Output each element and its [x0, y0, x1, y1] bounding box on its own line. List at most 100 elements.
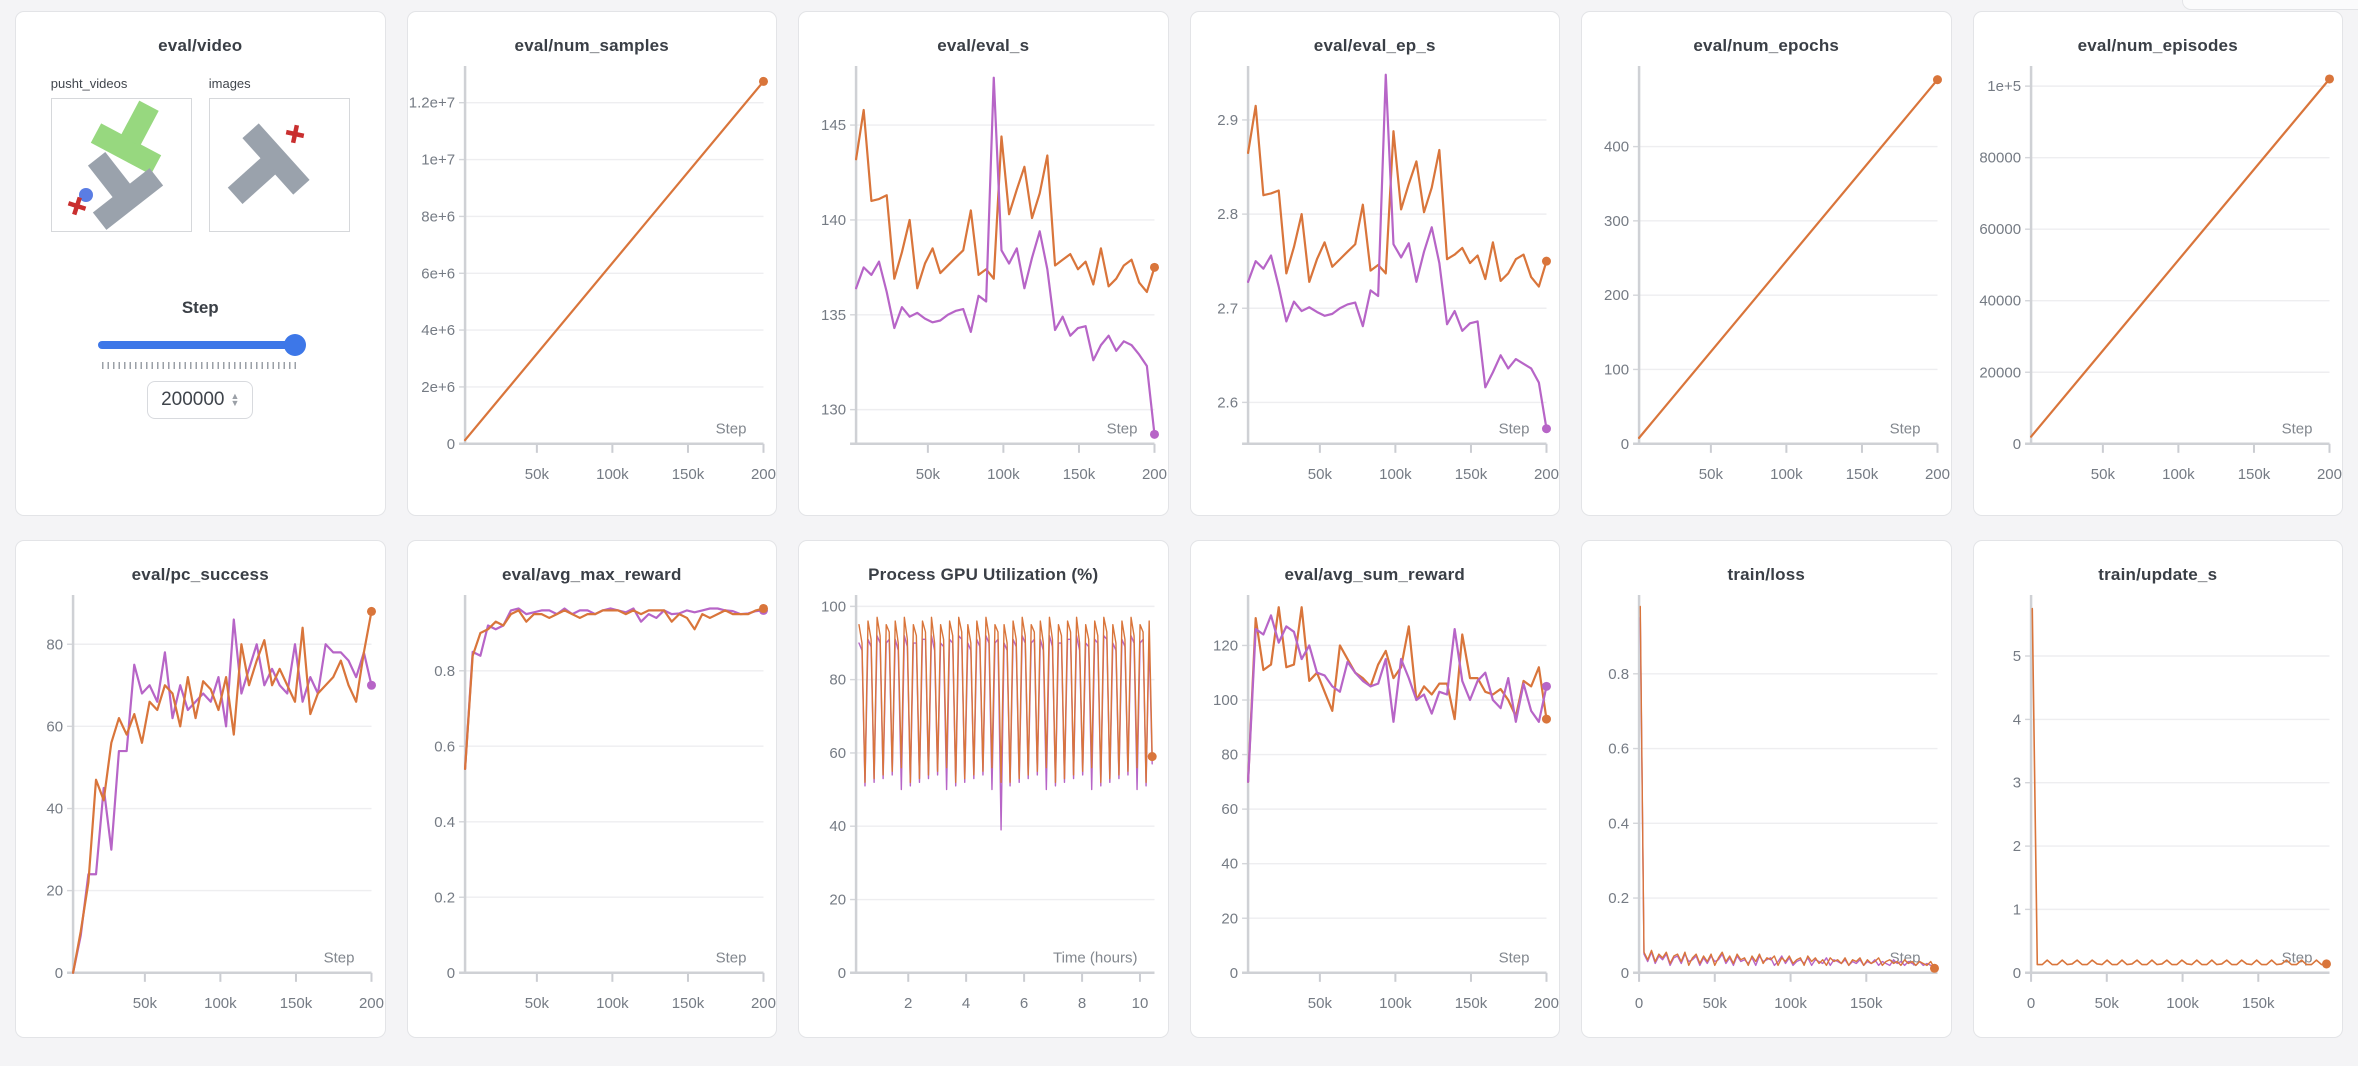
svg-text:0: 0: [1621, 436, 1629, 453]
video-thumbnail-pusht[interactable]: [50, 98, 192, 232]
svg-text:3: 3: [2012, 775, 2020, 792]
svg-text:8e+6: 8e+6: [421, 208, 455, 225]
panel-eval-pc-success: eval/pc_success 0 20 40 60 80 50k 100k 150k 200 S…: [15, 540, 386, 1038]
svg-text:0.6: 0.6: [434, 738, 455, 755]
stepper-up-icon[interactable]: ▲: [230, 391, 240, 401]
svg-text:60: 60: [46, 718, 63, 735]
svg-text:50k: 50k: [524, 995, 549, 1012]
svg-text:0: 0: [2012, 436, 2020, 453]
step-value: 200000: [161, 389, 225, 410]
svg-text:50k: 50k: [1307, 995, 1332, 1012]
svg-text:150k: 150k: [671, 995, 704, 1012]
svg-text:60: 60: [829, 745, 846, 762]
svg-text:200: 200: [750, 466, 775, 483]
svg-text:Step: Step: [324, 950, 355, 967]
stepper-down-icon[interactable]: ▼: [230, 398, 240, 408]
svg-text:150k: 150k: [1063, 466, 1096, 483]
svg-text:1e+7: 1e+7: [421, 152, 455, 169]
slider-thumb[interactable]: [284, 334, 307, 356]
partial-panel-edge: [2182, 0, 2358, 10]
svg-text:0.2: 0.2: [434, 889, 455, 906]
svg-text:Step: Step: [715, 421, 746, 438]
chart-title: Process GPU Utilization (%): [868, 565, 1099, 584]
chart-canvas-eval-s[interactable]: 130 135 140 145 50k 100k 150k 200 Step: [799, 60, 1168, 490]
chart-canvas-eval-ep-s[interactable]: 2.6 2.7 2.8 2.9 50k 100k 150k 200 Step: [1191, 60, 1560, 490]
step-slider-label: Step: [181, 298, 219, 317]
svg-text:Step: Step: [1498, 421, 1529, 438]
panel-eval-eval-s: eval/eval_s 130 135 140 145 50k 100k 150k 200 St…: [798, 11, 1169, 516]
svg-text:40: 40: [829, 818, 846, 835]
chart-canvas-avg-max-reward[interactable]: 0 0.2 0.4 0.6 0.8 50k 100k 150k 200 Step: [408, 589, 777, 1019]
svg-text:20: 20: [829, 892, 846, 909]
stepper-arrows[interactable]: ▲ ▼: [230, 391, 240, 408]
svg-text:200: 200: [1533, 995, 1558, 1012]
chart-title: eval/eval_s: [937, 36, 1030, 55]
svg-text:50k: 50k: [1703, 995, 1728, 1012]
chart-canvas-num-epochs[interactable]: 0 100 200 300 400 50k 100k 150k 200 Step: [1582, 60, 1951, 490]
svg-text:Step: Step: [715, 950, 746, 967]
svg-text:0: 0: [446, 965, 454, 982]
svg-text:0.6: 0.6: [1608, 741, 1629, 758]
svg-text:0: 0: [2026, 995, 2034, 1012]
svg-text:Step: Step: [1107, 421, 1138, 438]
svg-text:80000: 80000: [1979, 150, 2021, 167]
media-label: pusht_videos: [50, 76, 128, 91]
svg-text:2.9: 2.9: [1217, 112, 1238, 129]
slider-track[interactable]: [98, 341, 303, 349]
svg-text:40: 40: [46, 801, 63, 818]
panel-eval-num-samples: eval/num_samples 0 2e+6 4e+6 6e+6 8e+6 1e+7 1.…: [406, 11, 777, 516]
chart-canvas-num-samples[interactable]: 0 2e+6 4e+6 6e+6 8e+6 1e+7 1.2e+7 50k 100k 150k 20…: [408, 60, 777, 490]
svg-text:0.2: 0.2: [1608, 890, 1629, 907]
svg-text:4: 4: [962, 995, 970, 1012]
svg-text:8: 8: [1078, 995, 1086, 1012]
svg-text:145: 145: [821, 117, 846, 134]
svg-text:6: 6: [1020, 995, 1028, 1012]
panel-eval-video: eval/video pusht_videos: [15, 11, 386, 516]
chart-canvas-avg-sum-reward[interactable]: 0 20 40 60 80 100 120 50k 100k 150k 200 Step: [1191, 589, 1560, 1019]
chart-canvas-pc-success[interactable]: 0 20 40 60 80 50k 100k 150k 200 Step: [16, 589, 385, 1019]
svg-text:200: 200: [750, 995, 775, 1012]
step-input[interactable]: 200000 ▲ ▼: [147, 381, 254, 419]
media-label: images: [208, 76, 251, 91]
svg-text:80: 80: [1221, 747, 1238, 764]
svg-text:50k: 50k: [2090, 466, 2115, 483]
svg-text:0: 0: [2012, 965, 2020, 982]
svg-text:400: 400: [1604, 139, 1629, 156]
svg-text:150k: 150k: [1846, 466, 1879, 483]
step-slider[interactable]: [98, 334, 307, 356]
chart-title: train/loss: [1727, 565, 1806, 584]
svg-text:60: 60: [1221, 801, 1238, 818]
slider-tick-ruler: [102, 362, 299, 369]
panel-eval-avg-sum-reward: eval/avg_sum_reward 0 20 40 60 80 100 120 50k 10…: [1189, 540, 1560, 1038]
svg-text:10: 10: [1132, 995, 1149, 1012]
chart-canvas-gpu-utilization[interactable]: 0 20 40 60 80 100 2 4 6 8 10 Time (hours): [799, 589, 1168, 1019]
image-thumbnail[interactable]: [208, 98, 350, 232]
svg-text:Time (hours): Time (hours): [1053, 950, 1138, 967]
svg-text:130: 130: [821, 402, 846, 419]
chart-canvas-num-episodes[interactable]: 0 20000 40000 60000 80000 1e+5 50k 100k 150k 200 S…: [1974, 60, 2343, 490]
svg-text:100k: 100k: [1379, 995, 1412, 1012]
svg-text:150k: 150k: [2242, 995, 2275, 1012]
svg-text:100k: 100k: [1774, 995, 1807, 1012]
svg-text:2: 2: [904, 995, 912, 1012]
svg-text:150k: 150k: [1454, 466, 1487, 483]
svg-text:50k: 50k: [916, 466, 941, 483]
svg-text:20: 20: [1221, 910, 1238, 927]
svg-text:100k: 100k: [596, 995, 629, 1012]
chart-title: eval/num_epochs: [1693, 36, 1840, 55]
svg-text:0.8: 0.8: [1608, 666, 1629, 683]
pusht-video-frame: [67, 100, 163, 230]
svg-text:0: 0: [838, 965, 846, 982]
svg-text:40000: 40000: [1979, 293, 2021, 310]
svg-text:6e+6: 6e+6: [421, 265, 455, 282]
panel-eval-avg-max-reward: eval/avg_max_reward 0 0.2 0.4 0.6 0.8 50k 100k…: [406, 540, 777, 1038]
svg-text:150k: 150k: [1850, 995, 1883, 1012]
svg-text:140: 140: [821, 212, 846, 229]
panel-train-loss: train/loss 0 0.2 0.4 0.6 0.8 0 50k 100k 150k Step: [1581, 540, 1952, 1038]
panel-train-update-s: train/update_s 0 1 2 3 4 5 0 50k 100k 150k Step: [1972, 540, 2343, 1038]
panel-eval-eval-ep-s: eval/eval_ep_s 2.6 2.7 2.8 2.9 50k 100k 150k 20…: [1189, 11, 1560, 516]
svg-text:200: 200: [1925, 466, 1950, 483]
svg-text:2e+6: 2e+6: [421, 379, 455, 396]
